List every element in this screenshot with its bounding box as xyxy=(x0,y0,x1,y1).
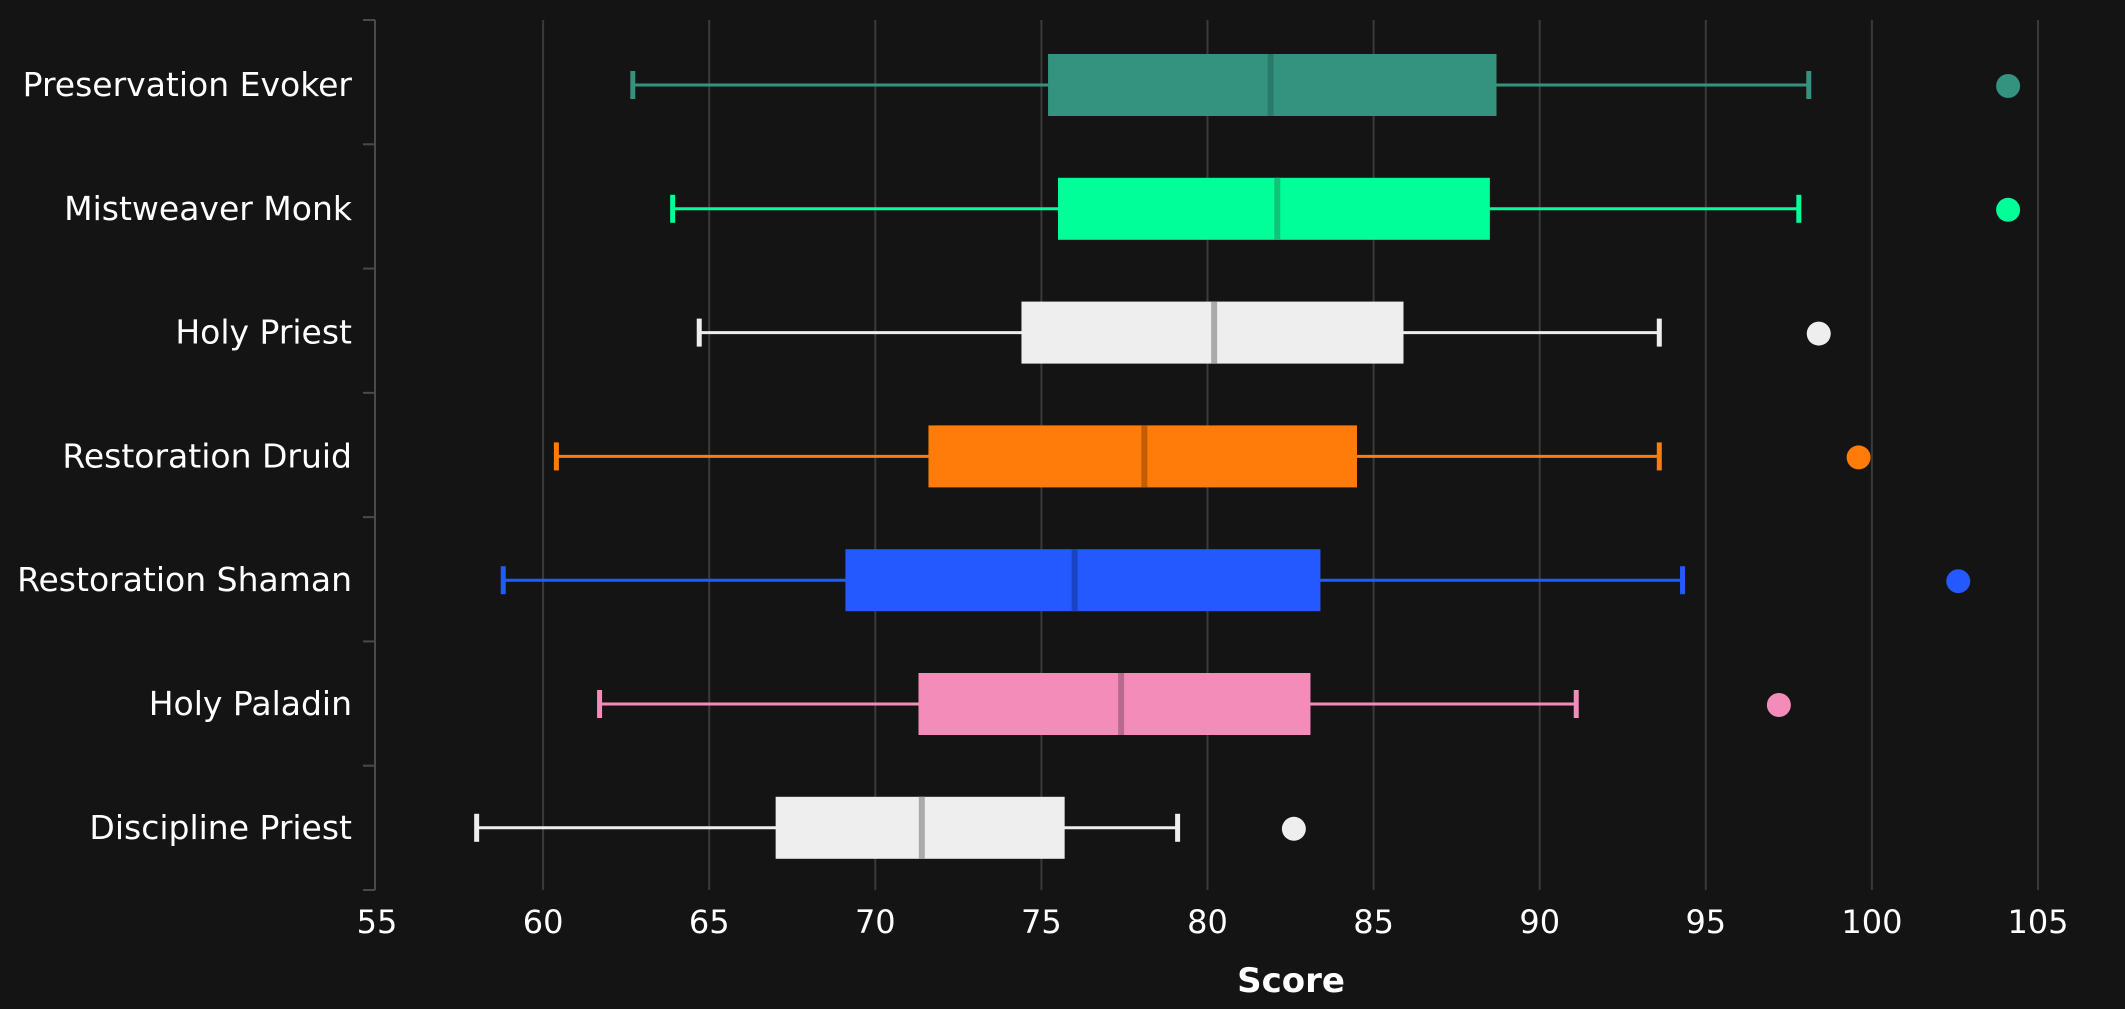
outlier-point xyxy=(1846,445,1871,470)
box-group xyxy=(696,301,1831,364)
box-iqr xyxy=(918,673,1311,735)
x-tick-label: 85 xyxy=(1353,903,1394,941)
box-group xyxy=(500,549,1971,612)
box-iqr xyxy=(845,549,1321,612)
y-category-label: Discipline Priest xyxy=(89,808,352,847)
x-tick-label: 65 xyxy=(689,903,730,941)
x-axis-ticks: 55 60 65 70 75 80 85 90 95 100 105 xyxy=(357,903,2069,941)
y-category-label: Preservation Evoker xyxy=(23,65,353,104)
y-category-label: Holy Priest xyxy=(175,313,352,352)
x-tick-label: 105 xyxy=(2007,903,2068,941)
x-tick-label: 60 xyxy=(523,903,564,941)
x-tick-label: 90 xyxy=(1519,903,1560,941)
box-layer xyxy=(474,54,2021,859)
outlier-point xyxy=(1946,569,1971,594)
x-tick-label: 80 xyxy=(1187,903,1228,941)
y-axis xyxy=(363,19,376,891)
y-category-label: Restoration Shaman xyxy=(17,560,352,599)
box-iqr xyxy=(1058,177,1490,240)
outlier-point xyxy=(1996,197,2021,222)
x-axis-title: Score xyxy=(1237,961,1345,1001)
box-group xyxy=(630,54,2021,116)
y-category-label: Restoration Druid xyxy=(62,436,352,475)
outlier-point xyxy=(1766,693,1791,717)
y-category-label: Holy Paladin xyxy=(149,684,352,723)
x-tick-label: 95 xyxy=(1685,903,1726,941)
outlier-point xyxy=(1281,816,1306,841)
y-category-label: Mistweaver Monk xyxy=(64,189,353,228)
x-tick-label: 55 xyxy=(357,903,398,941)
x-tick-label: 70 xyxy=(855,903,896,941)
x-tick-label: 75 xyxy=(1021,903,1062,941)
outlier-point xyxy=(1806,321,1831,346)
outlier-point xyxy=(1996,74,2021,98)
box-group xyxy=(597,673,1791,735)
box-group xyxy=(474,796,1306,859)
x-tick-label: 100 xyxy=(1841,903,1902,941)
category-labels: Preservation Evoker Mistweaver Monk Holy P… xyxy=(17,65,353,847)
box-group xyxy=(670,177,2021,240)
box-group xyxy=(553,425,1871,488)
